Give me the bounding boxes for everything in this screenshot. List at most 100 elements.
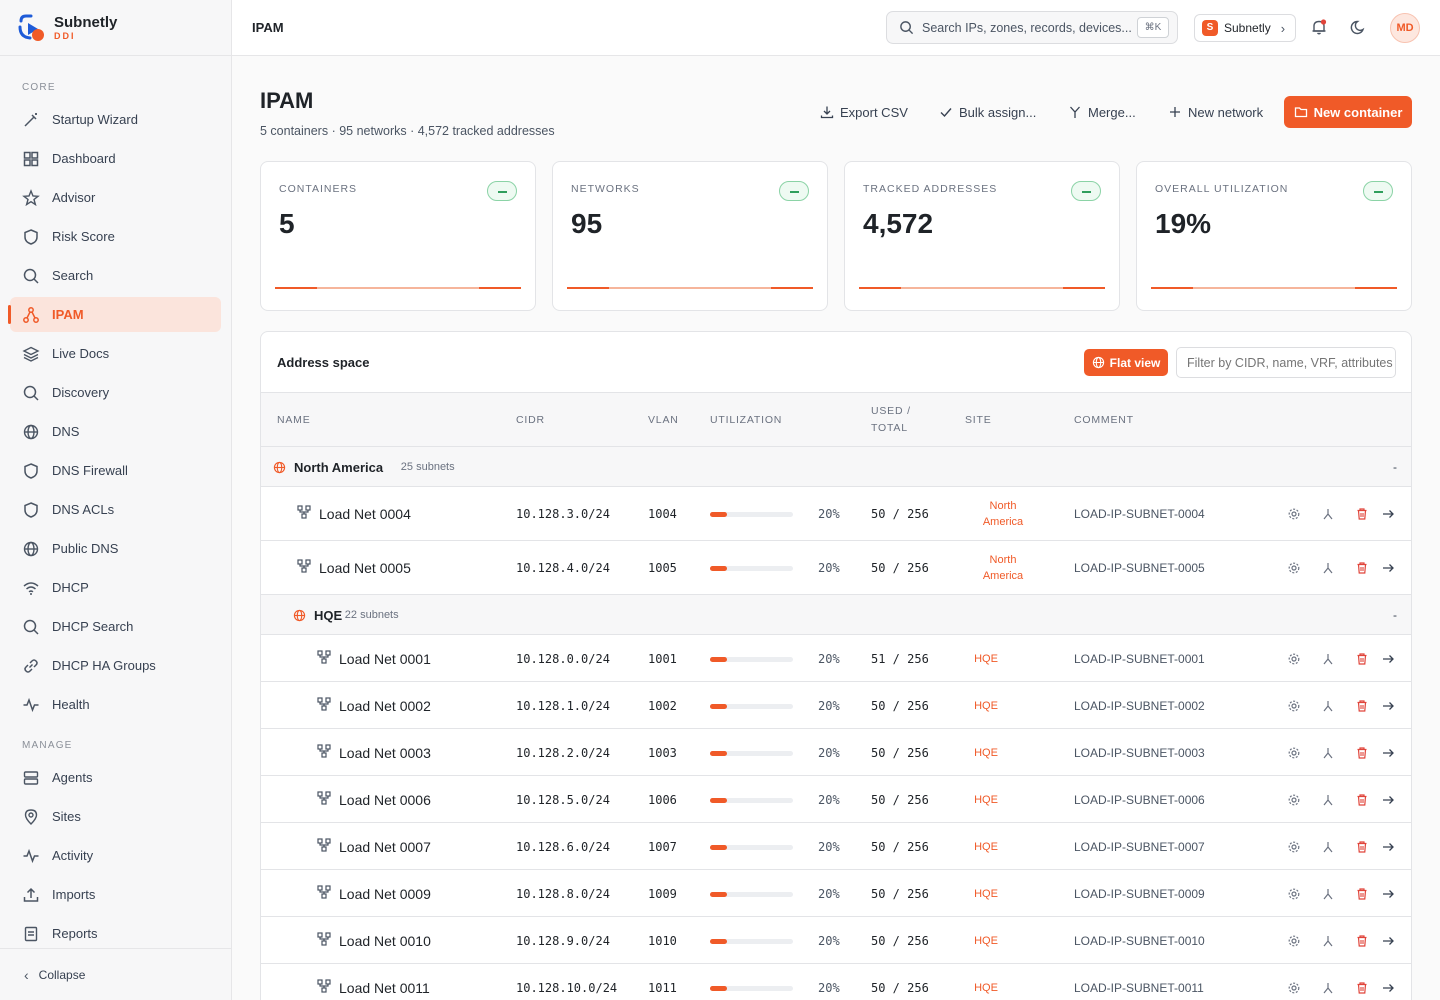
network-name[interactable]: Load Net 0004: [319, 506, 411, 522]
site-link[interactable]: North America: [971, 498, 1035, 530]
arrow-right-icon[interactable]: [1381, 652, 1395, 666]
flat-view-button[interactable]: Flat view: [1084, 349, 1168, 376]
settings-gear-icon[interactable]: [1287, 699, 1301, 713]
notifications-bell-icon[interactable]: [1310, 18, 1330, 38]
col-comment[interactable]: COMMENT: [1074, 414, 1134, 426]
export-csv-button[interactable]: Export CSV: [820, 102, 908, 122]
table-row[interactable]: Load Net 0004 10.128.3.0/24 1004 20% 50 …: [261, 487, 1411, 541]
sidebar-item-search[interactable]: Search: [10, 258, 221, 293]
arrow-right-icon[interactable]: [1381, 561, 1395, 575]
site-link[interactable]: HQE: [961, 745, 1011, 761]
collapse-button[interactable]: ‹ Collapse: [0, 948, 231, 1000]
table-row[interactable]: Load Net 0003 10.128.2.0/24 1003 20% 50 …: [261, 729, 1411, 776]
container-group-row[interactable]: HQE 22 subnets -: [261, 595, 1411, 635]
settings-gear-icon[interactable]: [1287, 746, 1301, 760]
sidebar-item-ipam[interactable]: IPAM: [8, 297, 221, 332]
merge-button[interactable]: Merge...: [1068, 102, 1136, 122]
col-name[interactable]: NAME: [277, 414, 311, 426]
split-icon[interactable]: [1321, 793, 1335, 807]
table-row[interactable]: Load Net 0001 10.128.0.0/24 1001 20% 51 …: [261, 635, 1411, 682]
table-row[interactable]: Load Net 0002 10.128.1.0/24 1002 20% 50 …: [261, 682, 1411, 729]
table-row[interactable]: Load Net 0011 10.128.10.0/24 1011 20% 50…: [261, 964, 1411, 1000]
sidebar-item-discovery[interactable]: Discovery: [10, 375, 221, 410]
site-link[interactable]: HQE: [961, 698, 1011, 714]
site-link[interactable]: HQE: [961, 980, 1011, 996]
new-container-button[interactable]: New container: [1284, 96, 1412, 128]
site-link[interactable]: HQE: [961, 933, 1011, 949]
tenant-switcher[interactable]: S Subnetly ›: [1194, 14, 1296, 42]
delete-trash-icon[interactable]: [1355, 746, 1369, 760]
site-link[interactable]: HQE: [961, 886, 1011, 902]
group-collapse-toggle[interactable]: -: [1393, 608, 1397, 622]
delete-trash-icon[interactable]: [1355, 699, 1369, 713]
settings-gear-icon[interactable]: [1287, 507, 1301, 521]
delete-trash-icon[interactable]: [1355, 561, 1369, 575]
network-name[interactable]: Load Net 0007: [339, 838, 431, 855]
table-row[interactable]: Load Net 0010 10.128.9.0/24 1010 20% 50 …: [261, 917, 1411, 964]
network-name[interactable]: Load Net 0009: [339, 885, 431, 902]
sidebar-item-advisor[interactable]: Advisor: [10, 180, 221, 215]
split-icon[interactable]: [1321, 507, 1335, 521]
sidebar-item-imports[interactable]: Imports: [10, 877, 221, 912]
split-icon[interactable]: [1321, 887, 1335, 901]
address-filter-input[interactable]: [1176, 347, 1396, 378]
sidebar-item-dhcp-ha-groups[interactable]: DHCP HA Groups: [10, 648, 221, 683]
col-site[interactable]: SITE: [965, 414, 992, 426]
sidebar-item-live-docs[interactable]: Live Docs: [10, 336, 221, 371]
settings-gear-icon[interactable]: [1287, 561, 1301, 575]
bulk-assign-button[interactable]: Bulk assign...: [939, 102, 1036, 122]
network-name[interactable]: Load Net 0011: [339, 979, 430, 996]
sidebar-item-public-dns[interactable]: Public DNS: [10, 531, 221, 566]
sidebar-item-activity[interactable]: Activity: [10, 838, 221, 873]
sidebar-item-dhcp-search[interactable]: DHCP Search: [10, 609, 221, 644]
arrow-right-icon[interactable]: [1381, 793, 1395, 807]
sidebar-item-reports[interactable]: Reports: [10, 916, 221, 951]
settings-gear-icon[interactable]: [1287, 887, 1301, 901]
table-row[interactable]: Load Net 0006 10.128.5.0/24 1006 20% 50 …: [261, 776, 1411, 823]
settings-gear-icon[interactable]: [1287, 981, 1301, 995]
user-avatar[interactable]: MD: [1390, 13, 1420, 43]
network-name[interactable]: Load Net 0006: [339, 791, 431, 808]
col-utilization[interactable]: UTILIZATION: [710, 414, 783, 426]
arrow-right-icon[interactable]: [1381, 934, 1395, 948]
sidebar-item-agents[interactable]: Agents: [10, 760, 221, 795]
site-link[interactable]: HQE: [961, 792, 1011, 808]
network-name[interactable]: Load Net 0003: [339, 744, 431, 761]
split-icon[interactable]: [1321, 699, 1335, 713]
settings-gear-icon[interactable]: [1287, 652, 1301, 666]
col-cidr[interactable]: CIDR: [516, 414, 545, 426]
split-icon[interactable]: [1321, 561, 1335, 575]
sidebar-item-dns-firewall[interactable]: DNS Firewall: [10, 453, 221, 488]
moon-icon[interactable]: [1350, 18, 1370, 38]
split-icon[interactable]: [1321, 981, 1335, 995]
delete-trash-icon[interactable]: [1355, 840, 1369, 854]
site-link[interactable]: HQE: [961, 651, 1011, 667]
network-name[interactable]: Load Net 0002: [339, 697, 431, 714]
arrow-right-icon[interactable]: [1381, 981, 1395, 995]
sidebar-item-health[interactable]: Health: [10, 687, 221, 722]
sidebar-item-dns[interactable]: DNS: [10, 414, 221, 449]
site-link[interactable]: North America: [971, 552, 1035, 584]
arrow-right-icon[interactable]: [1381, 887, 1395, 901]
delete-trash-icon[interactable]: [1355, 981, 1369, 995]
brand[interactable]: Subnetly DDI: [0, 0, 231, 56]
split-icon[interactable]: [1321, 840, 1335, 854]
settings-gear-icon[interactable]: [1287, 793, 1301, 807]
sidebar-item-risk-score[interactable]: Risk Score: [10, 219, 221, 254]
col-vlan[interactable]: VLAN: [648, 414, 679, 426]
global-search[interactable]: Search IPs, zones, records, devices... ⌘…: [886, 11, 1178, 44]
col-used[interactable]: USED / TOTAL: [871, 403, 911, 437]
arrow-right-icon[interactable]: [1381, 840, 1395, 854]
sidebar-item-startup-wizard[interactable]: Startup Wizard: [10, 102, 221, 137]
sidebar-item-dashboard[interactable]: Dashboard: [10, 141, 221, 176]
network-name[interactable]: Load Net 0010: [339, 932, 431, 949]
settings-gear-icon[interactable]: [1287, 840, 1301, 854]
arrow-right-icon[interactable]: [1381, 507, 1395, 521]
table-row[interactable]: Load Net 0005 10.128.4.0/24 1005 20% 50 …: [261, 541, 1411, 595]
container-group-row[interactable]: North America 25 subnets -: [261, 447, 1411, 487]
arrow-right-icon[interactable]: [1381, 746, 1395, 760]
table-row[interactable]: Load Net 0007 10.128.6.0/24 1007 20% 50 …: [261, 823, 1411, 870]
sidebar-item-sites[interactable]: Sites: [10, 799, 221, 834]
split-icon[interactable]: [1321, 746, 1335, 760]
network-name[interactable]: Load Net 0005: [319, 560, 411, 576]
